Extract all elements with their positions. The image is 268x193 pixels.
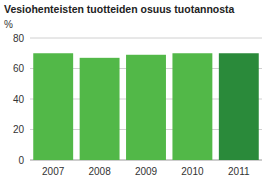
- x-tick-label: 2010: [181, 166, 204, 177]
- y-tick-label: 60: [13, 63, 25, 74]
- bar: [219, 53, 259, 160]
- bar: [172, 53, 212, 160]
- bars: [33, 53, 259, 160]
- chart-svg: Vesiohenteisten tuotteiden osuus tuotann…: [0, 0, 268, 193]
- x-tick-label: 2007: [42, 166, 65, 177]
- y-tick-label: 80: [13, 33, 25, 44]
- y-tick-label: 0: [18, 155, 24, 166]
- y-tick-label: 40: [13, 94, 25, 105]
- x-tick-label: 2011: [228, 166, 250, 177]
- chart-container: Vesiohenteisten tuotteiden osuus tuotann…: [0, 0, 268, 193]
- y-axis-label: %: [4, 19, 13, 30]
- x-tick-label: 2008: [88, 166, 111, 177]
- bar: [80, 58, 120, 160]
- y-tick-label: 20: [13, 124, 25, 135]
- bar: [33, 53, 73, 160]
- x-tick-label: 2009: [135, 166, 158, 177]
- title: Vesiohenteisten tuotteiden osuus tuotann…: [4, 3, 235, 15]
- grid-line: [30, 38, 262, 39]
- bar: [126, 55, 166, 160]
